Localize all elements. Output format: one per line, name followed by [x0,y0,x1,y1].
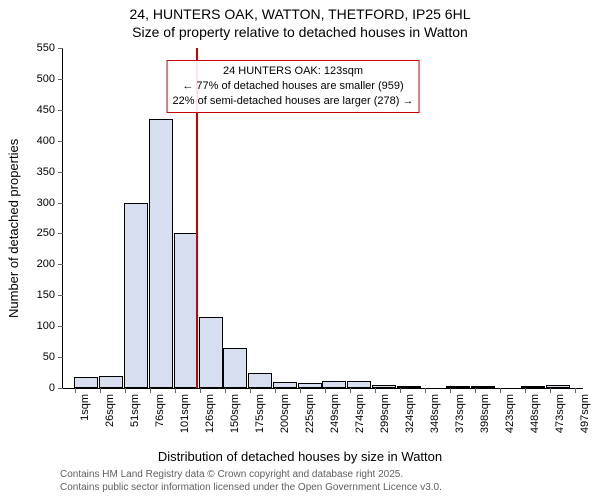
x-tick [125,388,126,393]
x-tick-label: 274sqm [354,394,366,433]
y-tick-label: 350 [37,166,55,178]
histogram-bar [124,203,148,388]
x-tick [75,388,76,393]
x-tick-label: 76sqm [154,394,166,427]
x-tick-label: 423sqm [504,394,516,433]
plot-area: 24 HUNTERS OAK: 123sqm ← 77% of detached… [62,48,583,389]
x-tick-label: 497sqm [579,394,591,433]
x-tick-label: 101sqm [179,394,191,433]
x-tick [275,388,276,393]
y-tick-label: 300 [37,197,55,209]
histogram-bar [174,233,198,388]
x-tick [475,388,476,393]
histogram-bar [223,348,247,388]
histogram-bar [347,381,371,388]
x-tick [550,388,551,393]
chart-title: 24, HUNTERS OAK, WATTON, THETFORD, IP25 … [0,6,600,22]
x-tick-label: 126sqm [204,394,216,433]
x-tick [425,388,426,393]
histogram-bar [322,381,346,388]
x-tick-label: 51sqm [129,394,141,427]
x-tick [200,388,201,393]
y-tick [58,79,63,80]
y-tick [58,233,63,234]
y-tick [58,264,63,265]
histogram-bar [149,119,173,388]
y-tick [58,141,63,142]
y-tick-label: 200 [37,258,55,270]
x-tick-label: 324sqm [404,394,416,433]
x-tick [300,388,301,393]
x-tick-label: 200sqm [279,394,291,433]
histogram-bar [74,377,98,388]
caption: Contains HM Land Registry data © Crown c… [60,468,590,494]
x-tick-label: 373sqm [454,394,466,433]
y-tick [58,388,63,389]
y-tick [58,295,63,296]
y-axis-label: Number of detached properties [6,139,21,318]
x-tick [500,388,501,393]
x-tick-label: 249sqm [329,394,341,433]
x-tick [400,388,401,393]
x-tick-label: 175sqm [254,394,266,433]
x-tick-label: 398sqm [479,394,491,433]
annotation-larger: 22% of semi-detached houses are larger (… [173,94,414,109]
y-tick-label: 400 [37,135,55,147]
y-tick-label: 550 [37,42,55,54]
x-tick [525,388,526,393]
histogram-bar [248,373,272,388]
y-tick-label: 50 [43,351,55,363]
histogram-bar [99,376,123,388]
y-tick [58,203,63,204]
x-tick-label: 473sqm [554,394,566,433]
x-tick-label: 225sqm [304,394,316,433]
y-tick-label: 150 [37,289,55,301]
x-tick [450,388,451,393]
x-tick-label: 448sqm [529,394,541,433]
y-tick-label: 250 [37,227,55,239]
histogram-bar [298,383,322,388]
x-tick [350,388,351,393]
annotation-smaller: ← 77% of detached houses are smaller (95… [173,79,414,94]
x-tick [150,388,151,393]
x-tick [375,388,376,393]
histogram-bar [199,317,223,388]
chart-subtitle: Size of property relative to detached ho… [0,24,600,40]
x-tick [225,388,226,393]
y-tick [58,326,63,327]
x-tick-label: 150sqm [229,394,241,433]
y-tick-label: 100 [37,320,55,332]
x-tick [325,388,326,393]
x-tick [100,388,101,393]
x-tick-label: 348sqm [429,394,441,433]
y-tick-label: 450 [37,104,55,116]
y-tick [58,357,63,358]
y-tick [58,48,63,49]
annotation-property: 24 HUNTERS OAK: 123sqm [173,64,414,79]
y-tick [58,110,63,111]
y-tick-label: 500 [37,73,55,85]
x-tick-label: 26sqm [104,394,116,427]
caption-line: Contains public sector information licen… [60,481,590,494]
x-tick [175,388,176,393]
x-tick [575,388,576,393]
chart-container: { "title": "24, HUNTERS OAK, WATTON, THE… [0,0,600,500]
x-axis-label: Distribution of detached houses by size … [0,449,600,464]
x-tick-label: 299sqm [379,394,391,433]
annotation-box: 24 HUNTERS OAK: 123sqm ← 77% of detached… [167,60,420,113]
y-tick-label: 0 [49,382,55,394]
histogram-bar [273,382,297,388]
x-tick-label: 1sqm [79,394,91,421]
y-tick [58,172,63,173]
caption-line: Contains HM Land Registry data © Crown c… [60,468,590,481]
x-tick [250,388,251,393]
